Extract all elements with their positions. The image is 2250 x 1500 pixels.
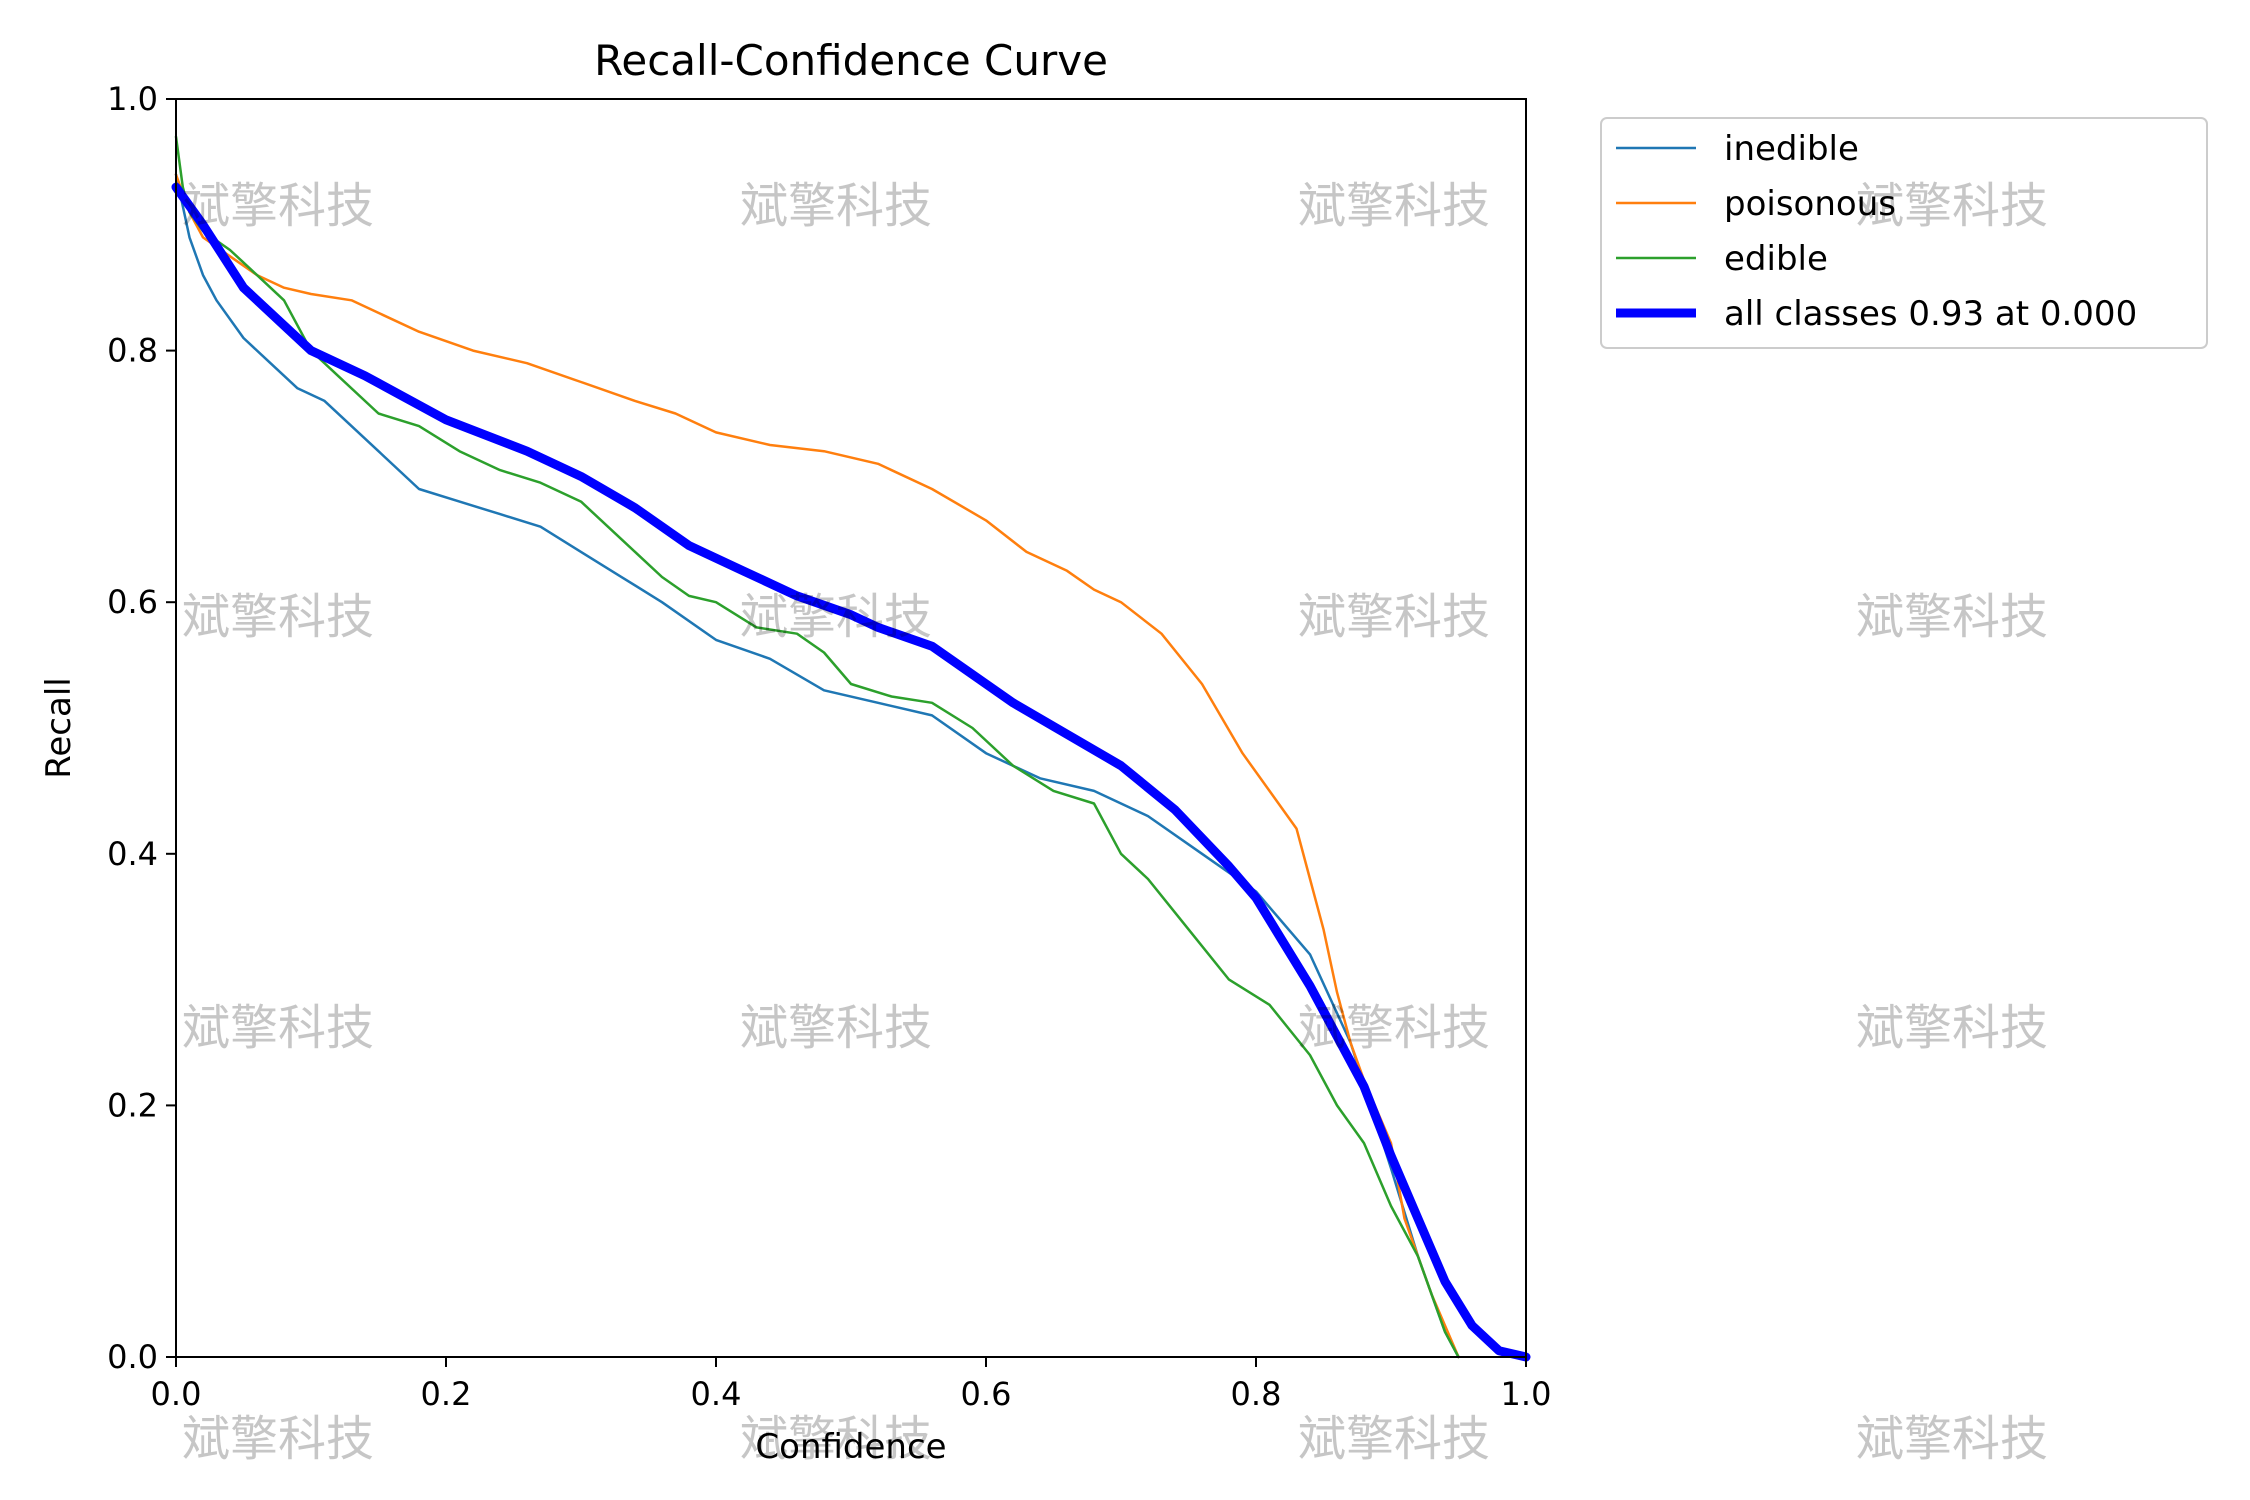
watermark: 斌擎科技	[182, 589, 374, 645]
y-tick-label: 0.4	[107, 835, 158, 873]
x-tick-label: 0.2	[421, 1375, 472, 1413]
legend: inedible poisonous edible all classes 0.93 …	[1600, 117, 2208, 349]
series-line-all	[171, 182, 1531, 1362]
watermark: 斌擎科技	[182, 1000, 374, 1056]
chart-title: Recall-Confidence Curve	[594, 36, 1108, 85]
watermark: 斌擎科技	[740, 589, 932, 645]
y-axis-label: Recall	[39, 677, 79, 778]
legend-label: inedible	[1724, 129, 1859, 169]
watermark: 斌擎科技	[740, 1000, 932, 1056]
y-tick-label: 0.2	[107, 1086, 158, 1124]
x-tick-label: 0.6	[961, 1375, 1012, 1413]
ticks-layer: 0.0 0.2 0.4 0.6 0.8 1.0 0.0 0.2 0.4 0.6 0.8 1.0	[107, 80, 1551, 1413]
x-tick-label: 0.4	[691, 1375, 742, 1413]
series-line-inedible	[174, 173, 1460, 1359]
watermark: 斌擎科技	[182, 178, 374, 234]
series-line-edible	[174, 135, 1460, 1359]
x-axis-label: Confidence	[755, 1427, 946, 1467]
watermark: 斌擎科技	[740, 1411, 932, 1467]
y-tick-label: 0.8	[107, 332, 158, 370]
legend-label: edible	[1724, 239, 1828, 279]
series-line-poisonous	[174, 173, 1460, 1359]
watermark: 斌擎科技	[1298, 589, 1490, 645]
legend-frame	[1600, 117, 2208, 349]
y-tick-label: 0.0	[107, 1338, 158, 1376]
plot-frame	[175, 98, 1527, 1358]
watermark: 斌擎科技	[1856, 589, 2048, 645]
watermark: 斌擎科技	[1856, 1411, 2048, 1467]
legend-label: all classes 0.93 at 0.000	[1724, 294, 2137, 334]
series-layer	[171, 135, 1531, 1362]
x-tick-label: 0.0	[151, 1375, 202, 1413]
watermark: 斌擎科技	[1856, 178, 2048, 234]
watermark: 斌擎科技	[1298, 1000, 1490, 1056]
watermark: 斌擎科技	[182, 1411, 374, 1467]
watermark: 斌擎科技	[740, 178, 932, 234]
x-tick-label: 1.0	[1501, 1375, 1552, 1413]
watermark: 斌擎科技	[1856, 1000, 2048, 1056]
x-tick-label: 0.8	[1231, 1375, 1282, 1413]
watermark: 斌擎科技	[1298, 178, 1490, 234]
watermark: 斌擎科技	[1298, 1411, 1490, 1467]
y-tick-label: 0.6	[107, 583, 158, 621]
legend-label: poisonous	[1724, 184, 1896, 224]
y-tick-label: 1.0	[107, 80, 158, 118]
